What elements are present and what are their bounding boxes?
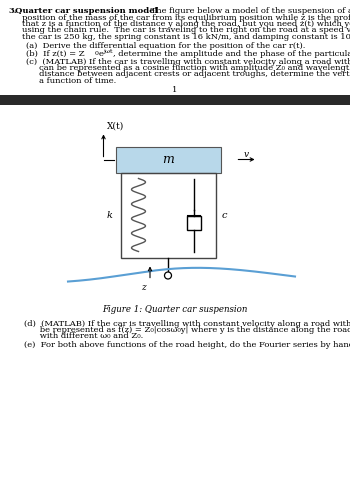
Text: that z is a function of the distance y along the road, but you need ż(t) which y: that z is a function of the distance y a… bbox=[22, 20, 350, 28]
Text: (a)  Derive the differential equation for the position of the car r(t).: (a) Derive the differential equation for… bbox=[26, 42, 305, 51]
Text: v: v bbox=[244, 150, 249, 159]
Text: jωt: jωt bbox=[104, 49, 113, 54]
Text: 3.: 3. bbox=[8, 7, 17, 15]
Text: distance between adjacent crests or adjacent troughs, determine the vertical mot: distance between adjacent crests or adja… bbox=[26, 71, 350, 78]
Text: the car is 250 kg, the spring constant is 16 kN/m, and damping constant is 1000 : the car is 250 kg, the spring constant i… bbox=[22, 33, 350, 41]
Text: z: z bbox=[141, 282, 146, 292]
Text: Figure 1: Quarter car suspension: Figure 1: Quarter car suspension bbox=[102, 305, 248, 315]
Text: , determine the amplitude and the phase of the particular solution.: , determine the amplitude and the phase … bbox=[113, 50, 350, 58]
Text: e: e bbox=[99, 50, 104, 58]
Text: a function of time.: a function of time. bbox=[26, 77, 116, 85]
Bar bbox=[116, 147, 220, 172]
Text: (d)  (MATLAB) If the car is travelling with constant velocity along a road with : (d) (MATLAB) If the car is travelling wi… bbox=[24, 319, 350, 327]
Text: (e)  For both above functions of the road height, do the Fourier series by hand.: (e) For both above functions of the road… bbox=[24, 341, 350, 349]
Text: 0: 0 bbox=[95, 51, 99, 56]
Text: k: k bbox=[107, 210, 112, 220]
Text: (b)  If z(t) = Z: (b) If z(t) = Z bbox=[26, 50, 85, 58]
Bar bbox=[0, 94, 350, 105]
Text: be represented as f(z) = Z₀|cosω₀y| where y is the distance along the road.  Exp: be represented as f(z) = Z₀|cosω₀y| wher… bbox=[24, 326, 350, 334]
Text: Quarter car suspension model: Quarter car suspension model bbox=[15, 7, 158, 15]
Bar bbox=[187, 216, 201, 229]
Text: (c)  (MATLAB) If the car is travelling with constant velocity along a road with : (c) (MATLAB) If the car is travelling wi… bbox=[26, 57, 350, 65]
Text: using the chain rule.  The car is traveling to the right on the road at a speed : using the chain rule. The car is traveli… bbox=[22, 26, 350, 35]
Text: can be represented as a cosine function with amplitude Z₀ and wavelength Λ (wave: can be represented as a cosine function … bbox=[26, 64, 350, 72]
Text: position of the mass of the car from its equilibrium position while z is the pro: position of the mass of the car from its… bbox=[22, 14, 350, 21]
Circle shape bbox=[164, 272, 172, 279]
Text: 1: 1 bbox=[172, 87, 178, 94]
Bar bbox=[120, 172, 216, 258]
Text: c: c bbox=[222, 210, 227, 220]
Text: m: m bbox=[162, 153, 174, 166]
Text: X(t): X(t) bbox=[106, 121, 124, 131]
Text: with different ω₀ and Z₀.: with different ω₀ and Z₀. bbox=[24, 333, 143, 340]
Text: The figure below a model of the suspension of a car.  ż(t)is the: The figure below a model of the suspensi… bbox=[148, 7, 350, 15]
